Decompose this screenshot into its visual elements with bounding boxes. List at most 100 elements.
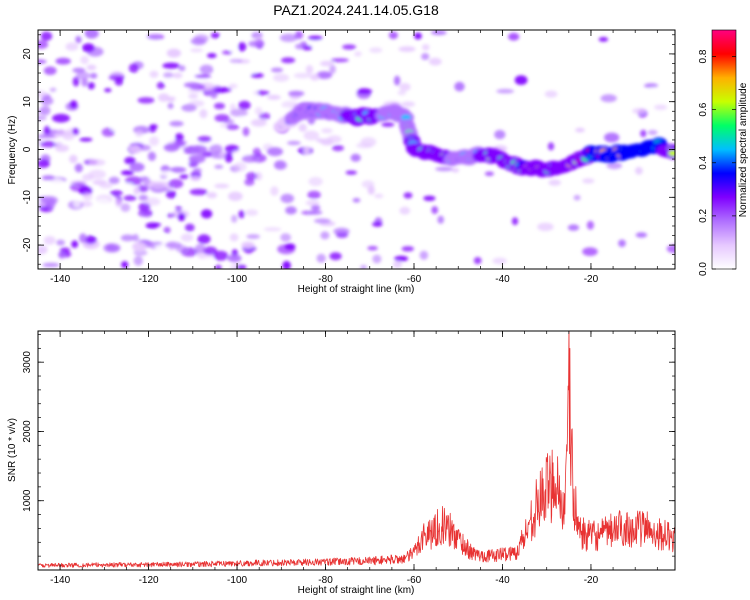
spectrogram-cell bbox=[193, 34, 209, 43]
colorbar-tick-label: 0.6 bbox=[698, 102, 709, 116]
spectrogram-cell bbox=[148, 124, 157, 133]
spectrogram-cell bbox=[372, 221, 383, 227]
spectrogram-cell bbox=[342, 44, 357, 50]
spectrogram-cell bbox=[270, 186, 279, 196]
snr-panel: -140 -120 -100 -80 -60 -40 -20 1000 2000 3000 He… bbox=[7, 330, 676, 596]
spectrogram-cell bbox=[399, 206, 411, 215]
spectrogram-cell bbox=[215, 64, 229, 72]
spectrogram-cell bbox=[285, 206, 297, 215]
spectrogram-cell bbox=[435, 166, 454, 172]
spectrogram-cell bbox=[213, 250, 229, 261]
spectrogram-cell bbox=[422, 44, 430, 51]
spectrogram-cell bbox=[166, 48, 181, 58]
spectrogram-cell bbox=[145, 222, 159, 229]
spectrogram-cell bbox=[132, 134, 147, 145]
ridge-core bbox=[668, 150, 675, 157]
colorbar-tick-label: 0.2 bbox=[698, 209, 709, 223]
spectrogram-cell bbox=[236, 264, 247, 269]
spectrogram-cell bbox=[38, 115, 47, 121]
spectrogram-cell bbox=[120, 203, 131, 212]
spectrogram-cell bbox=[88, 169, 107, 179]
spectrogram-cell bbox=[138, 209, 153, 217]
spectrogram-cell bbox=[178, 65, 186, 72]
spectrogram-cell bbox=[496, 88, 515, 94]
spectrogram-cell bbox=[38, 138, 44, 143]
spectrogram-cell bbox=[464, 93, 478, 98]
y-tick-label: -20 bbox=[22, 237, 33, 252]
spectrogram-cell bbox=[369, 73, 386, 83]
spectrogram-cell bbox=[431, 30, 447, 36]
spectrogram-cell bbox=[82, 192, 93, 201]
spectrogram-y-label: Frequency (Hz) bbox=[7, 116, 18, 185]
spectrogram-cell bbox=[635, 232, 648, 238]
spectrogram-cell bbox=[183, 82, 202, 88]
spectrogram-cell bbox=[548, 179, 561, 186]
snr-y-label: SNR (10 * v/v) bbox=[7, 418, 18, 482]
spectrogram-cell bbox=[227, 254, 242, 263]
spectrogram-cell bbox=[104, 88, 112, 93]
spectrogram-cell bbox=[247, 52, 258, 58]
spectrogram-cell bbox=[202, 257, 215, 263]
spectrogram-cell bbox=[194, 74, 212, 79]
spectrogram-cell bbox=[96, 198, 110, 204]
spectrogram-x-label: Height of straight line (km) bbox=[298, 284, 415, 295]
spectrogram-cell bbox=[303, 130, 320, 141]
spectrogram-cell bbox=[238, 100, 251, 110]
spectrogram-cell bbox=[132, 242, 147, 252]
spectrogram-cell bbox=[123, 195, 137, 201]
x-tick-label: -100 bbox=[227, 274, 247, 285]
spectrogram-cell bbox=[308, 39, 323, 47]
spectrogram-cell bbox=[229, 233, 239, 242]
spectrogram-cell bbox=[43, 236, 56, 245]
x-tick-label: -60 bbox=[407, 575, 422, 586]
spectrogram-heatmap bbox=[38, 30, 675, 269]
spectrogram-cell bbox=[56, 87, 71, 95]
spectrogram-cell bbox=[65, 42, 79, 51]
spectrogram-cell bbox=[238, 210, 245, 219]
snr-frame bbox=[37, 330, 676, 571]
spectrogram-cell bbox=[281, 100, 299, 109]
spectrogram-cell bbox=[329, 64, 336, 74]
spectrogram-cell bbox=[38, 159, 50, 168]
spectrogram-cell bbox=[209, 144, 223, 154]
x-tick-label: -140 bbox=[50, 575, 70, 586]
spectrogram-cell bbox=[369, 47, 383, 53]
spectrogram-cell bbox=[72, 127, 80, 135]
x-tick-label: -40 bbox=[495, 274, 510, 285]
spectrogram-cell bbox=[284, 243, 296, 250]
spectrogram-cell bbox=[254, 107, 263, 116]
spectrogram-cell bbox=[484, 171, 494, 177]
spectrogram-cell bbox=[49, 87, 57, 92]
spectrogram-cell bbox=[372, 254, 382, 264]
spectrogram-cell bbox=[40, 105, 51, 116]
spectrogram-cell bbox=[56, 239, 65, 246]
spectrogram-cell bbox=[249, 66, 257, 74]
y-tick-label: 1000 bbox=[22, 489, 33, 512]
spectrogram-cell bbox=[90, 259, 104, 269]
spectrogram-cell bbox=[316, 71, 333, 79]
spectrogram-cell bbox=[654, 104, 668, 111]
spectrogram-cell bbox=[263, 227, 282, 232]
spectrogram-cell bbox=[437, 215, 445, 224]
snr-y-ticks: 1000 2000 3000 bbox=[22, 334, 675, 571]
spectrogram-cell bbox=[45, 198, 56, 209]
spectrogram-cell bbox=[129, 162, 145, 172]
spectrogram-cell bbox=[88, 159, 106, 166]
spectrogram-cell bbox=[267, 94, 281, 100]
spectrogram-cell bbox=[381, 122, 395, 127]
spectrogram-cell bbox=[289, 154, 300, 163]
spectrogram-cell bbox=[250, 73, 264, 78]
spectrogram-cell bbox=[93, 228, 108, 235]
spectrogram-cell bbox=[308, 176, 323, 187]
spectrogram-cell bbox=[149, 136, 159, 146]
spectrogram-cell bbox=[214, 264, 222, 269]
spectrogram-cell bbox=[120, 234, 135, 242]
spectrogram-cell bbox=[367, 246, 378, 251]
spectrogram-cell bbox=[361, 180, 375, 189]
spectrogram-cell bbox=[398, 46, 416, 52]
spectrogram-cell bbox=[401, 246, 414, 252]
spectrogram-cell bbox=[355, 213, 374, 218]
spectrogram-cell bbox=[231, 214, 238, 223]
spectrogram-cell bbox=[38, 226, 49, 231]
